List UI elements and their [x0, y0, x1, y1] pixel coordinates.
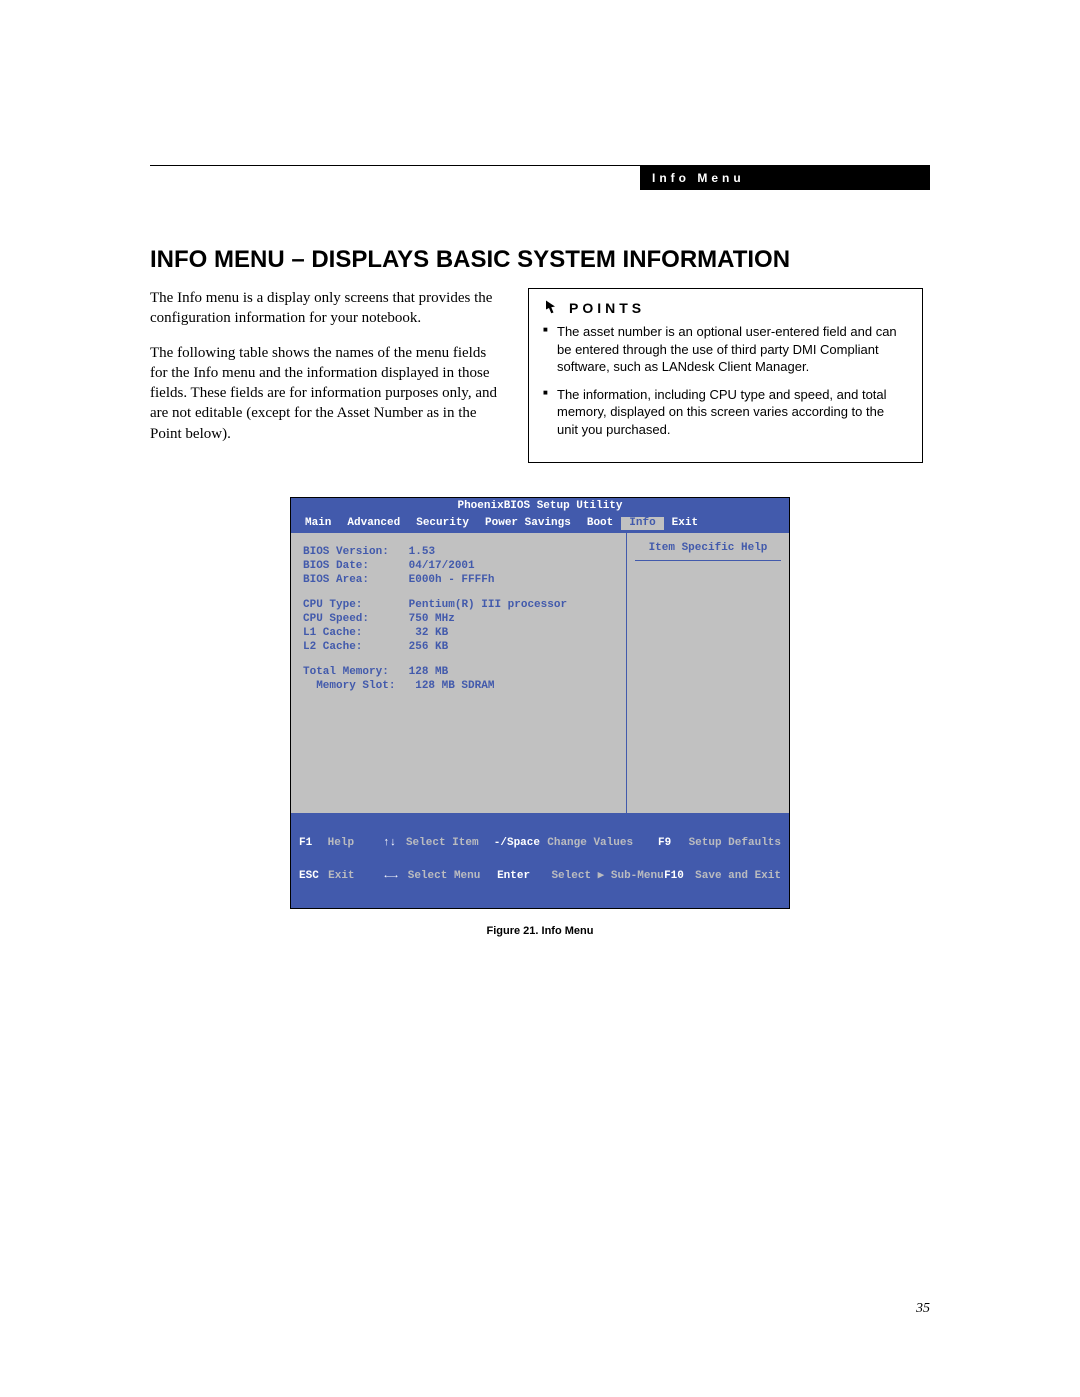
bios-key: -/Space: [494, 838, 547, 849]
bios-field-row: CPU Type: Pentium(R) III processor: [303, 600, 618, 611]
page-heading: INFO MENU – DISPLAYS BASIC SYSTEM INFORM…: [150, 246, 930, 274]
page-number: 35: [916, 1301, 930, 1317]
bios-field-label: Memory Slot:: [303, 680, 395, 692]
bios-menu-item: Power Savings: [477, 517, 579, 530]
bios-field-label: Total Memory:: [303, 666, 389, 678]
intro-text-column: The Info menu is a display only screens …: [150, 288, 500, 463]
points-item: The asset number is an optional user-ent…: [543, 323, 908, 376]
bios-key: F9: [658, 838, 689, 849]
bios-field-value: 128 MB SDRAM: [409, 680, 495, 692]
bios-menu-item: Main: [297, 517, 339, 530]
bios-field-value: 04/17/2001: [409, 560, 475, 572]
intro-paragraph-1: The Info menu is a display only screens …: [150, 288, 500, 329]
bios-field-row: BIOS Date: 04/17/2001: [303, 561, 618, 572]
bios-key: ←→: [384, 871, 407, 882]
bios-help-header: Item Specific Help: [635, 543, 781, 561]
bios-menu-item: Boot: [579, 517, 621, 530]
bios-menu-item-active: Info: [621, 517, 663, 530]
bios-field-value: 256 KB: [409, 641, 449, 653]
points-title: POINTS: [543, 299, 908, 317]
bios-field-value: 32 KB: [409, 627, 449, 639]
bios-key: F10: [664, 871, 695, 882]
bios-action: Exit: [328, 871, 384, 882]
bios-title: PhoenixBIOS Setup Utility: [291, 498, 789, 515]
bios-action: Help: [328, 838, 383, 849]
bios-field-row: BIOS Version: 1.53: [303, 547, 618, 558]
bios-field-label: L2 Cache:: [303, 641, 362, 653]
bios-field-value: 128 MB: [402, 666, 448, 678]
bios-key: ↑↓: [383, 838, 406, 849]
bios-info-panel: BIOS Version: 1.53 BIOS Date: 04/17/2001…: [291, 533, 627, 813]
bios-key: F1: [299, 838, 328, 849]
bios-action: Select Item: [406, 838, 494, 849]
bios-field-label: BIOS Version:: [303, 546, 389, 558]
points-title-text: POINTS: [569, 300, 645, 316]
bios-field-row: Memory Slot: 128 MB SDRAM: [303, 681, 618, 692]
figure-caption: Figure 21. Info Menu: [150, 925, 930, 937]
bios-field-value: 750 MHz: [409, 613, 455, 625]
bios-field-row: BIOS Area: E000h - FFFFh: [303, 575, 618, 586]
bios-field-label: BIOS Area:: [303, 574, 369, 586]
bios-field-value: Pentium(R) III processor: [409, 599, 567, 611]
bios-field-label: L1 Cache:: [303, 627, 362, 639]
bios-field-row: CPU Speed: 750 MHz: [303, 614, 618, 625]
section-header-bar: Info Menu: [640, 166, 930, 190]
bios-field-row: Total Memory: 128 MB: [303, 667, 618, 678]
bios-key: Enter: [497, 871, 551, 882]
bios-field-label: CPU Speed:: [303, 613, 369, 625]
bios-footer: F1Help↑↓Select Item-/SpaceChange ValuesF…: [291, 813, 789, 908]
bios-field-label: BIOS Date:: [303, 560, 369, 572]
bios-help-panel: Item Specific Help: [627, 533, 789, 813]
bios-field-value: E000h - FFFFh: [409, 574, 495, 586]
bios-key: ESC: [299, 871, 328, 882]
bios-field-label: CPU Type:: [303, 599, 362, 611]
intro-paragraph-2: The following table shows the names of t…: [150, 343, 500, 444]
bios-menu-item: Exit: [664, 517, 706, 530]
bios-menu-item: Advanced: [339, 517, 408, 530]
bios-screenshot: PhoenixBIOS Setup Utility Main Advanced …: [290, 497, 790, 909]
points-callout-box: POINTS The asset number is an optional u…: [528, 288, 923, 463]
bios-field-row: L2 Cache: 256 KB: [303, 642, 618, 653]
pointer-icon: [543, 299, 561, 317]
bios-action: Select ▶ Sub-Menu: [551, 871, 664, 882]
bios-menu-bar: Main Advanced Security Power Savings Boo…: [291, 515, 789, 533]
bios-field-row: L1 Cache: 32 KB: [303, 628, 618, 639]
bios-menu-item: Security: [408, 517, 477, 530]
bios-field-value: 1.53: [409, 546, 435, 558]
bios-action: Select Menu: [408, 871, 497, 882]
points-item: The information, including CPU type and …: [543, 386, 908, 439]
bios-action: Setup Defaults: [689, 838, 781, 849]
bios-action: Save and Exit: [695, 871, 781, 882]
bios-action: Change Values: [547, 838, 658, 849]
